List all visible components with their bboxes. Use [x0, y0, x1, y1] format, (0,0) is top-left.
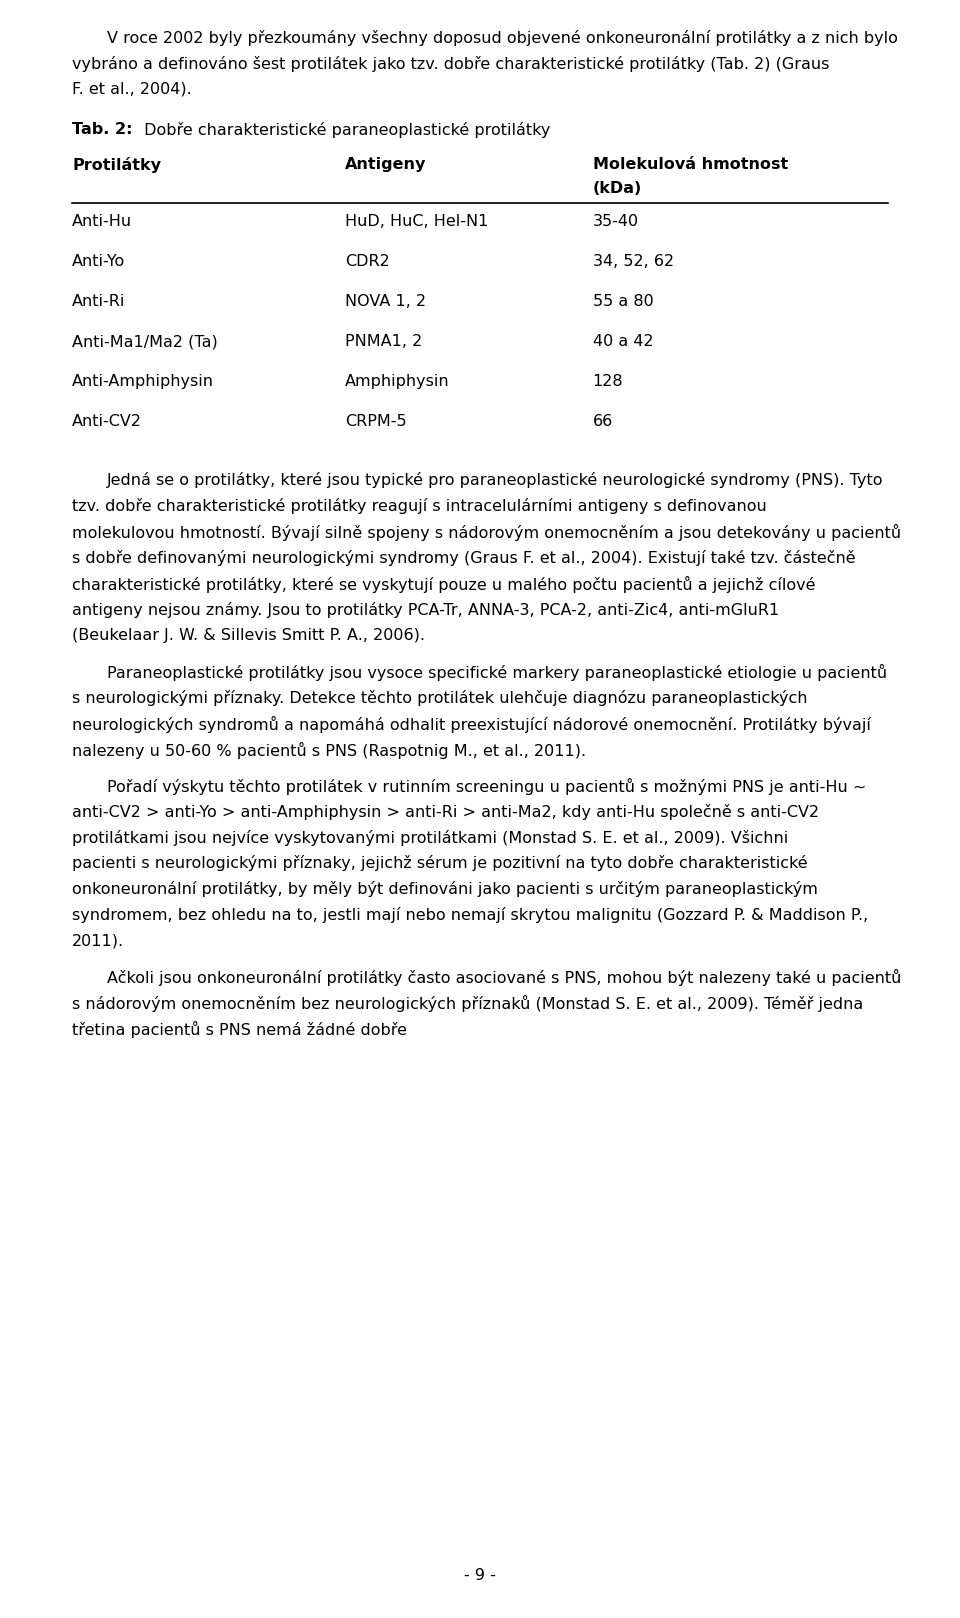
Text: Ačkoli jsou onkoneuronální protilátky často asociované s PNS, mohou být nalezeny: Ačkoli jsou onkoneuronální protilátky ča…: [108, 969, 901, 987]
Text: Anti-Amphiphysin: Anti-Amphiphysin: [72, 374, 214, 390]
Text: (kDa): (kDa): [592, 181, 642, 196]
Text: 2011).: 2011).: [72, 934, 124, 948]
Text: protilátkami jsou nejvíce vyskytovanými protilátkami (Monstad S. E. et al., 2009: protilátkami jsou nejvíce vyskytovanými …: [72, 830, 788, 846]
Text: 35-40: 35-40: [592, 214, 638, 228]
Text: syndromem, bez ohledu na to, jestli mají nebo nemají skrytou malignitu (Gozzard : syndromem, bez ohledu na to, jestli mají…: [72, 908, 868, 924]
Text: CDR2: CDR2: [346, 254, 390, 269]
Text: onkoneuronální protilátky, by měly být definováni jako pacienti s určitým parane: onkoneuronální protilátky, by měly být d…: [72, 882, 818, 898]
Text: Tab. 2:: Tab. 2:: [72, 121, 132, 138]
Text: 40 a 42: 40 a 42: [592, 333, 653, 349]
Text: NOVA 1, 2: NOVA 1, 2: [346, 294, 426, 309]
Text: pacienti s neurologickými příznaky, jejichž sérum je pozitivní na tyto dobře cha: pacienti s neurologickými příznaky, jeji…: [72, 856, 807, 872]
Text: třetina pacientů s PNS nemá žádné dobře: třetina pacientů s PNS nemá žádné dobře: [72, 1021, 407, 1039]
Text: PNMA1, 2: PNMA1, 2: [346, 333, 422, 349]
Text: Anti-Yo: Anti-Yo: [72, 254, 125, 269]
Text: Anti-Ri: Anti-Ri: [72, 294, 126, 309]
Text: antigeny nejsou známy. Jsou to protilátky PCA-Tr, ANNA-3, PCA-2, anti-Zic4, anti: antigeny nejsou známy. Jsou to protilátk…: [72, 602, 780, 618]
Text: s nádorovým onemocněním bez neurologických příznaků (Monstad S. E. et al., 2009): s nádorovým onemocněním bez neurologický…: [72, 995, 863, 1013]
Text: Dobře charakteristické paraneoplastické protilátky: Dobře charakteristické paraneoplastické …: [138, 121, 550, 138]
Text: Protilátky: Protilátky: [72, 157, 161, 173]
Text: s neurologickými příznaky. Detekce těchto protilátek ulehčuje diagnózu paraneopl: s neurologickými příznaky. Detekce těcht…: [72, 689, 807, 705]
Text: nalezeny u 50-60 % pacientů s PNS (Raspotnig M., et al., 2011).: nalezeny u 50-60 % pacientů s PNS (Raspo…: [72, 741, 587, 759]
Text: 66: 66: [592, 414, 612, 429]
Text: Jedná se o protilátky, které jsou typické pro paraneoplastické neurologické synd: Jedná se o protilátky, které jsou typick…: [108, 472, 883, 489]
Text: Anti-CV2: Anti-CV2: [72, 414, 142, 429]
Text: Paraneoplastické protilátky jsou vysoce specifické markery paraneoplastické etio: Paraneoplastické protilátky jsou vysoce …: [108, 663, 887, 681]
Text: 55 a 80: 55 a 80: [592, 294, 654, 309]
Text: neurologických syndromů a napomáhá odhalit preexistující nádorové onemocnění. Pr: neurologických syndromů a napomáhá odhal…: [72, 715, 871, 733]
Text: s dobře definovanými neurologickými syndromy (Graus F. et al., 2004). Existují t: s dobře definovanými neurologickými synd…: [72, 550, 855, 566]
Text: anti-CV2 > anti-Yo > anti-Amphiphysin > anti-Ri > anti-Ma2, kdy anti-Hu společně: anti-CV2 > anti-Yo > anti-Amphiphysin > …: [72, 804, 819, 820]
Text: 128: 128: [592, 374, 623, 390]
Text: Molekulová hmotnost: Molekulová hmotnost: [592, 157, 788, 172]
Text: Pořadí výskytu těchto protilátek v rutinním screeningu u pacientů s možnými PNS : Pořadí výskytu těchto protilátek v rutin…: [108, 778, 867, 794]
Text: tzv. dobře charakteristické protilátky reagují s intracelulárními antigeny s def: tzv. dobře charakteristické protilátky r…: [72, 498, 767, 515]
Text: (Beukelaar J. W. & Sillevis Smitt P. A., 2006).: (Beukelaar J. W. & Sillevis Smitt P. A.,…: [72, 628, 425, 642]
Text: 34, 52, 62: 34, 52, 62: [592, 254, 674, 269]
Text: Anti-Hu: Anti-Hu: [72, 214, 132, 228]
Text: F. et al., 2004).: F. et al., 2004).: [72, 83, 192, 97]
Text: HuD, HuC, Hel-N1: HuD, HuC, Hel-N1: [346, 214, 489, 228]
Text: Amphiphysin: Amphiphysin: [346, 374, 450, 390]
Text: Anti-Ma1/Ma2 (Ta): Anti-Ma1/Ma2 (Ta): [72, 333, 218, 349]
Text: molekulovou hmotností. Bývají silně spojeny s nádorovým onemocněním a jsou detek: molekulovou hmotností. Bývají silně spoj…: [72, 524, 901, 542]
Text: - 9 -: - 9 -: [464, 1568, 496, 1582]
Text: Antigeny: Antigeny: [346, 157, 427, 172]
Text: vybráno a definováno šest protilátek jako tzv. dobře charakteristické protilátky: vybráno a definováno šest protilátek jak…: [72, 57, 829, 71]
Text: CRPM-5: CRPM-5: [346, 414, 407, 429]
Text: charakteristické protilátky, které se vyskytují pouze u malého počtu pacientů a : charakteristické protilátky, které se vy…: [72, 576, 815, 592]
Text: V roce 2002 byly přezkoumány všechny doposud objevené onkoneuronální protilátky : V roce 2002 byly přezkoumány všechny dop…: [108, 31, 898, 45]
